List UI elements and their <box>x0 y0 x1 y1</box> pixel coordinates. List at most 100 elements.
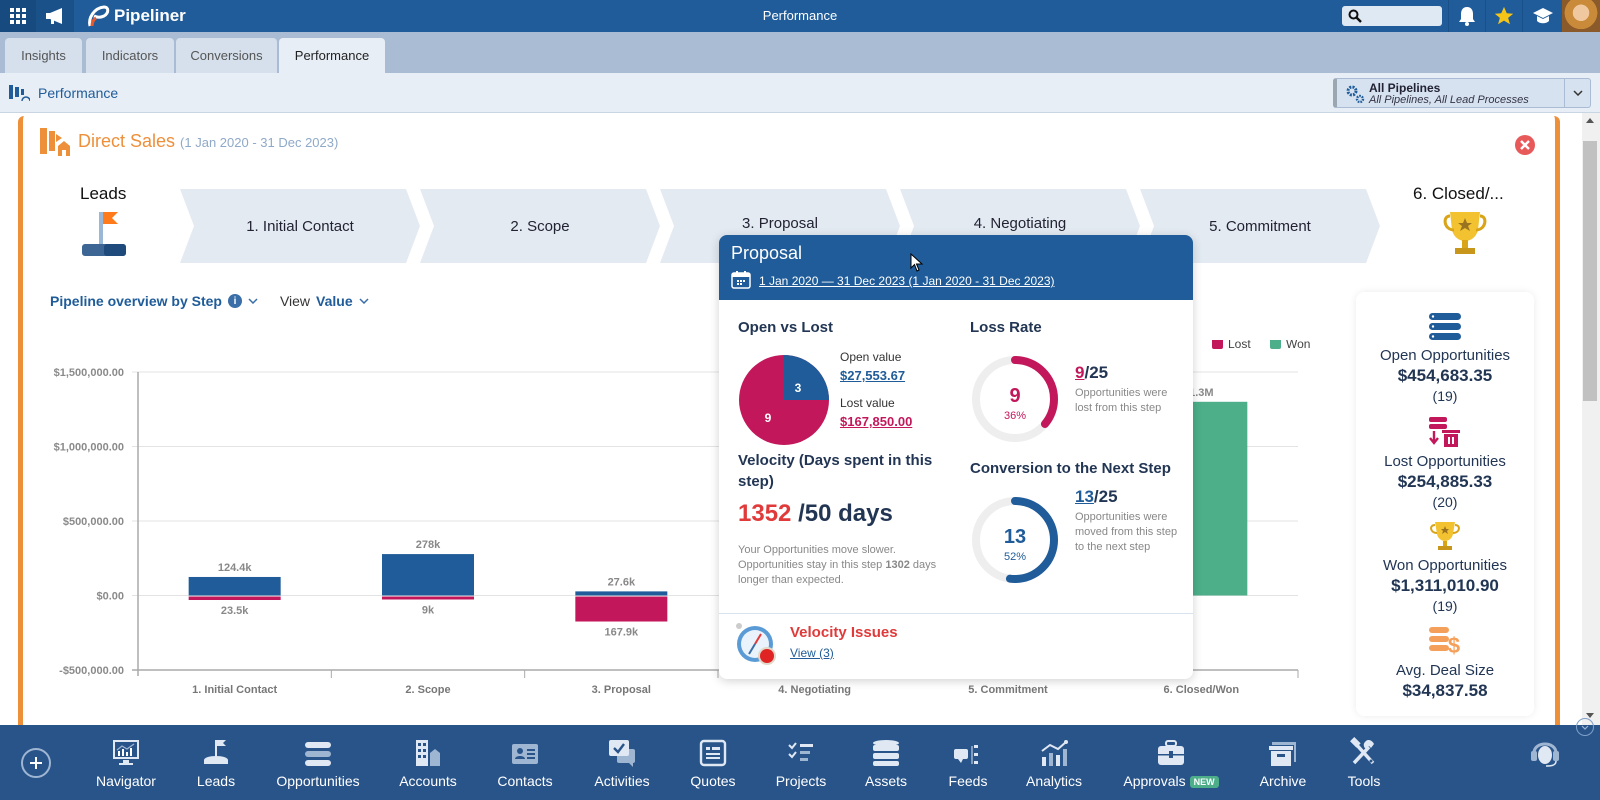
tab-indicators[interactable]: Indicators <box>86 38 174 73</box>
chart-controls: Pipeline overview by Step i View Value <box>50 293 369 309</box>
summary-open-count: (19) <box>1432 388 1458 404</box>
leads-flag-nav-icon <box>204 740 228 764</box>
bar-lost <box>382 596 474 600</box>
nav-tools-label: Tools <box>1347 773 1381 789</box>
conversion-fraction-link[interactable]: 13 <box>1075 487 1094 506</box>
nav-archive-label: Archive <box>1259 773 1307 789</box>
step-details-popup: Proposal 1 Jan 2020 — 31 Dec 2023 (1 Jan… <box>719 235 1193 679</box>
leads-flag-icon[interactable] <box>80 210 130 260</box>
y-tick-label: $0.00 <box>96 591 124 603</box>
favorites-star-icon[interactable] <box>1485 0 1521 32</box>
summary-won: Won Opportunities $1,311,010.90 (19) <box>1356 520 1534 614</box>
close-icon[interactable] <box>1515 135 1535 155</box>
nav-contacts[interactable]: Contacts <box>494 725 556 800</box>
tab-performance[interactable]: Performance <box>279 38 385 73</box>
nav-accounts[interactable]: Accounts <box>396 725 460 800</box>
tab-conversions[interactable]: Conversions <box>176 38 277 73</box>
megaphone-icon[interactable] <box>36 0 74 32</box>
summary-open-label: Open Opportunities <box>1379 347 1511 364</box>
vertical-scrollbar[interactable] <box>1582 113 1600 725</box>
chevron-down-icon[interactable] <box>359 298 369 304</box>
pie-open-count: 3 <box>795 381 802 395</box>
lost-value-link[interactable]: $167,850.00 <box>840 414 913 429</box>
velocity-issues-view-link[interactable]: View (3) <box>790 646 834 660</box>
loss-description: Opportunities were lost from this step <box>1075 387 1168 414</box>
velocity-value: 1352 /50 days <box>738 500 893 528</box>
summary-lost-label: Lost Opportunities <box>1384 453 1506 470</box>
search-input[interactable] <box>1342 6 1442 26</box>
app-name: Pipeliner <box>114 6 186 25</box>
step-initial-contact[interactable]: 1. Initial Contact <box>180 189 420 263</box>
loss-rate-title: Loss Rate <box>970 319 1042 336</box>
popup-date-range-link[interactable]: 1 Jan 2020 — 31 Dec 2023 (1 Jan 2020 - 3… <box>759 274 1055 288</box>
nav-feeds[interactable]: Feeds <box>946 725 990 800</box>
velocity-desc-days: 1302 <box>885 559 910 571</box>
bar-open <box>188 576 281 596</box>
scrollbar-thumb[interactable] <box>1583 141 1597 401</box>
nav-projects[interactable]: Projects <box>771 725 831 800</box>
conversion-fraction: 13/25 <box>1075 487 1118 507</box>
view-value-dropdown[interactable]: Value <box>316 293 353 309</box>
support-headset-icon[interactable] <box>1530 735 1560 769</box>
nav-approvals-text: Approvals <box>1123 773 1186 789</box>
scroll-up-arrow-icon[interactable] <box>1586 118 1594 123</box>
nav-assets-label: Assets <box>864 773 907 789</box>
summary-open: Open Opportunities $454,683.35 (19) <box>1356 312 1534 404</box>
pipeliner-logo[interactable]: Pipeliner <box>84 4 186 28</box>
nav-approvals[interactable]: Approvals NEW <box>1122 725 1220 800</box>
user-avatar[interactable] <box>1562 0 1600 32</box>
overview-by-step-dropdown[interactable]: Pipeline overview by Step <box>50 293 222 309</box>
nav-tools[interactable]: Tools <box>1344 725 1384 800</box>
step-commitment[interactable]: 5. Commitment <box>1140 189 1380 263</box>
analytics-chart-icon <box>1041 740 1068 766</box>
search-icon <box>1348 9 1362 23</box>
velocity-issues-section: Velocity Issues View (3) <box>719 613 1193 679</box>
apps-grid-icon[interactable] <box>0 0 36 32</box>
summary-panel: Open Opportunities $454,683.35 (19) Lost… <box>1356 292 1534 716</box>
scroll-down-arrow-icon[interactable] <box>1586 713 1594 718</box>
nav-opportunities[interactable]: Opportunities <box>272 725 364 800</box>
popup-header: Proposal 1 Jan 2020 — 31 Dec 2023 (1 Jan… <box>719 235 1193 300</box>
x-tick-label: 4. Negotiating <box>778 684 851 696</box>
pipeline-title: Direct Sales (1 Jan 2020 - 31 Dec 2023) <box>78 131 338 152</box>
velocity-issues-title: Velocity Issues <box>790 624 898 641</box>
conversion-ring: 13 52% <box>972 497 1058 583</box>
nav-quotes[interactable]: Quotes <box>688 725 738 800</box>
summary-won-count: (19) <box>1432 598 1458 614</box>
nav-accounts-label: Accounts <box>399 773 457 789</box>
conversion-ring-arc <box>972 497 1058 583</box>
info-icon[interactable]: i <box>227 294 242 308</box>
tab-insights[interactable]: Insights <box>5 38 82 73</box>
open-vs-lost-title: Open vs Lost <box>738 319 834 336</box>
open-value-link[interactable]: $27,553.67 <box>840 368 906 383</box>
nav-leads[interactable]: Leads <box>194 725 238 800</box>
chevron-down-icon[interactable] <box>1564 79 1590 107</box>
y-tick-label: $500,000.00 <box>63 516 124 528</box>
trophy-icon[interactable] <box>1442 208 1488 258</box>
quotes-document-icon <box>699 739 727 767</box>
nav-analytics[interactable]: Analytics <box>1025 725 1083 800</box>
chevron-down-icon[interactable] <box>248 298 258 304</box>
nav-navigator[interactable]: Navigator <box>96 725 156 800</box>
step-scope[interactable]: 2. Scope <box>420 189 660 263</box>
lost-value-label: Lost value <box>840 396 895 410</box>
collapse-nav-chevron-icon[interactable] <box>1576 718 1594 736</box>
academy-cap-icon[interactable] <box>1522 0 1562 32</box>
loss-fraction-link[interactable]: 9 <box>1075 363 1085 382</box>
notifications-bell-icon[interactable] <box>1448 0 1484 32</box>
nav-quotes-label: Quotes <box>690 773 736 789</box>
add-plus-icon[interactable] <box>21 748 51 778</box>
loss-fraction-total: /25 <box>1084 363 1109 382</box>
calendar-icon <box>731 271 751 289</box>
new-badge: NEW <box>1189 776 1219 789</box>
x-tick-label: 6. Closed/Won <box>1164 684 1240 696</box>
pipeline-selector[interactable]: All Pipelines All Pipelines, All Lead Pr… <box>1333 78 1591 108</box>
summary-avg-deal: $ Avg. Deal Size $34,837.58 <box>1356 625 1534 701</box>
summary-avg-value: $34,837.58 <box>1402 681 1488 700</box>
nav-activities[interactable]: Activities <box>592 725 652 800</box>
nav-archive[interactable]: Archive <box>1257 725 1309 800</box>
y-tick-label: $1,500,000.00 <box>54 367 124 379</box>
nav-assets[interactable]: Assets <box>860 725 912 800</box>
nav-projects-label: Projects <box>775 773 827 789</box>
loss-ring-arc <box>972 356 1058 442</box>
